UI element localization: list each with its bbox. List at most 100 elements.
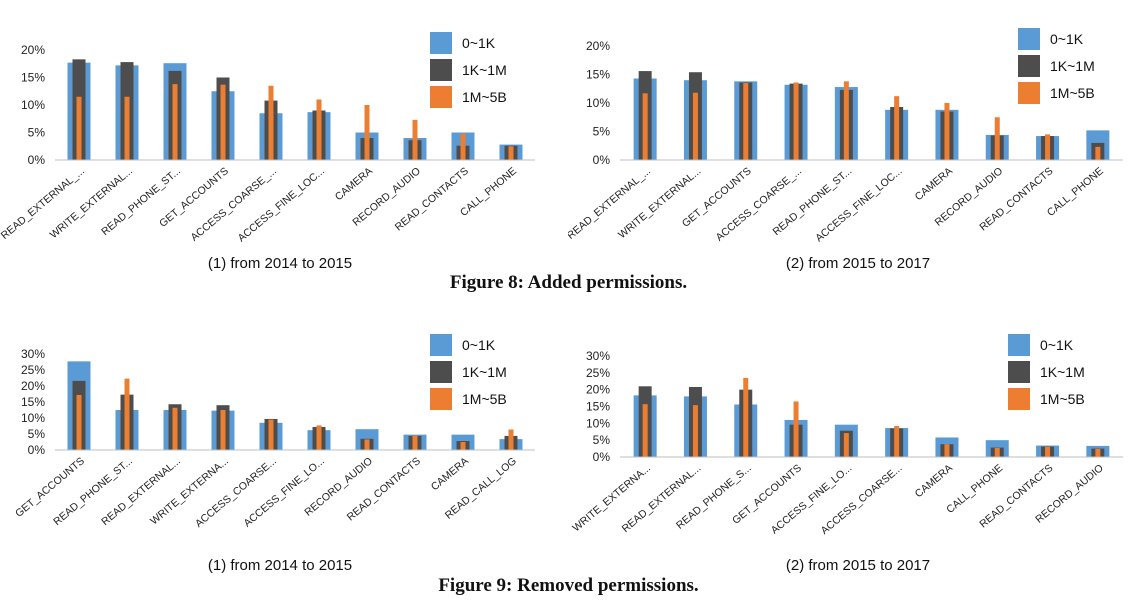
bar-1m-5b [692,92,698,160]
bar-1m-5b [364,439,370,450]
bar-1m-5b [944,103,950,160]
y-tick-label: 10% [586,96,610,110]
y-tick-label: 25% [586,366,610,380]
bar-1m-5b [220,410,226,450]
bar-1m-5b [124,378,130,450]
legend-swatch [430,388,452,410]
y-tick-label: 0% [28,153,46,167]
bar-1m-5b [642,93,648,160]
bar-1m-5b [1045,134,1051,160]
chart-subtitle: (2) from 2015 to 2017 [786,557,930,574]
legend-swatch [430,361,452,383]
y-tick-label: 30% [586,349,610,363]
legend-swatch [1018,28,1040,50]
legend-swatch [430,334,452,356]
legend-label: 1M~5B [1050,85,1095,101]
y-tick-label: 5% [593,433,611,447]
category-label: ACCESS_COARSE_... [714,165,804,244]
y-tick-label: 20% [21,379,45,393]
legend-swatch [1008,361,1030,383]
y-tick-label: 5% [28,427,46,441]
bar-1m-5b [843,81,849,160]
y-tick-label: 20% [21,43,45,57]
y-tick-label: 20% [586,39,610,53]
category-label: READ_EXTERNAL... [99,455,183,528]
category-label: ACCESS_COARSE... [819,462,905,537]
category-label: CAMERA [913,462,955,500]
bar-1m-5b [642,404,648,457]
legend-label: 1K~1M [462,62,507,78]
bar-1m-5b [76,96,82,160]
bar-1m-5b [994,117,1000,160]
y-tick-label: 15% [586,68,610,82]
y-tick-label: 10% [586,416,610,430]
bar-1m-5b [843,433,849,457]
category-label: ACCESS_COARSE_... [189,165,279,244]
bar-1m-5b [76,394,82,450]
legend-label: 1K~1M [462,364,507,380]
bar-1m-5b [793,401,799,457]
bar-1m-5b [316,99,322,160]
bar-1m-5b [172,84,178,160]
legend-label: 1M~5B [1040,391,1085,407]
category-label: WRITE_EXTERNAL... [48,165,135,241]
legend-label: 0~1K [462,35,496,51]
bar-1m-5b [316,425,322,450]
legend-swatch [430,32,452,54]
category-label: READ_PHONE_ST... [99,165,183,238]
chart-removed-2015-2017: 0%5%10%15%20%25%30%WRITE_EXTERNA...READ_… [570,334,1123,574]
bar-1m-5b [460,442,466,450]
y-tick-label: 0% [593,450,611,464]
bar-1m-5b [460,133,466,160]
y-tick-label: 15% [21,395,45,409]
bar-1m-5b [894,96,900,160]
chart-added-2015-2017: 0% 5% 10% 15% 20% READ_EXTERNAL_...WRITE_EXTE… [568,28,1123,272]
y-tick-label: 0% [28,443,46,457]
category-label: CAMERA [333,165,375,203]
bar-1m-5b [268,85,274,160]
bar-1m-5b [508,146,514,160]
bar-1m-5b [268,419,274,450]
legend-label: 1M~5B [462,391,507,407]
bar-1m-5b [994,447,1000,457]
bar-1m-5b [1095,146,1101,160]
legend-label: 0~1K [462,337,496,353]
legend-label: 1K~1M [1040,364,1085,380]
legend-label: 1M~5B [462,89,507,105]
bar-1m-5b [894,426,900,457]
category-label: WRITE_EXTERNAL... [616,165,703,241]
category-label: READ_EXTERNAL_... [568,165,653,242]
category-label: ACCESS_FINE_LO... [241,455,327,529]
y-tick-label: 5% [593,125,611,139]
chart-subtitle: (1) from 2014 to 2015 [208,557,352,574]
bar-1m-5b [172,407,178,450]
legend-swatch [430,59,452,81]
y-tick-label: 15% [586,400,610,414]
legend-label: 0~1K [1040,337,1074,353]
chart-subtitle: (2) from 2015 to 2017 [786,255,930,272]
bar-1m-5b [412,435,418,450]
y-tick-label: 30% [21,347,45,361]
category-label: READ_EXTERNAL_... [0,165,87,242]
legend-swatch [430,86,452,108]
chart-added-2014-2015: 0% 5% 10% 15% 20% READ_EXTERNAL_...WRITE_EXTE… [0,32,535,272]
y-tick-label: 20% [586,383,610,397]
legend-swatch [1018,82,1040,104]
bar-1m-5b [692,405,698,457]
y-tick-label: 5% [28,126,46,140]
bar-1m-5b [1095,448,1101,457]
figure-9-caption: Figure 9: Removed permissions. [438,575,699,596]
category-label: ACCESS_FINE_LOC... [813,165,904,244]
category-label: READ_PHONE_ST... [51,455,135,528]
bar-1m-5b [1045,446,1051,457]
category-label: CAMERA [913,165,955,203]
y-tick-label: 0% [593,153,611,167]
figure-8-caption: Figure 8: Added permissions. [449,272,688,293]
bar-1m-5b [743,377,749,457]
bar-1m-5b [508,429,514,450]
category-label: ACCESS_COARSE... [193,455,279,530]
legend-swatch [1008,334,1030,356]
bar-1m-5b [124,96,130,160]
y-tick-label: 15% [21,71,45,85]
